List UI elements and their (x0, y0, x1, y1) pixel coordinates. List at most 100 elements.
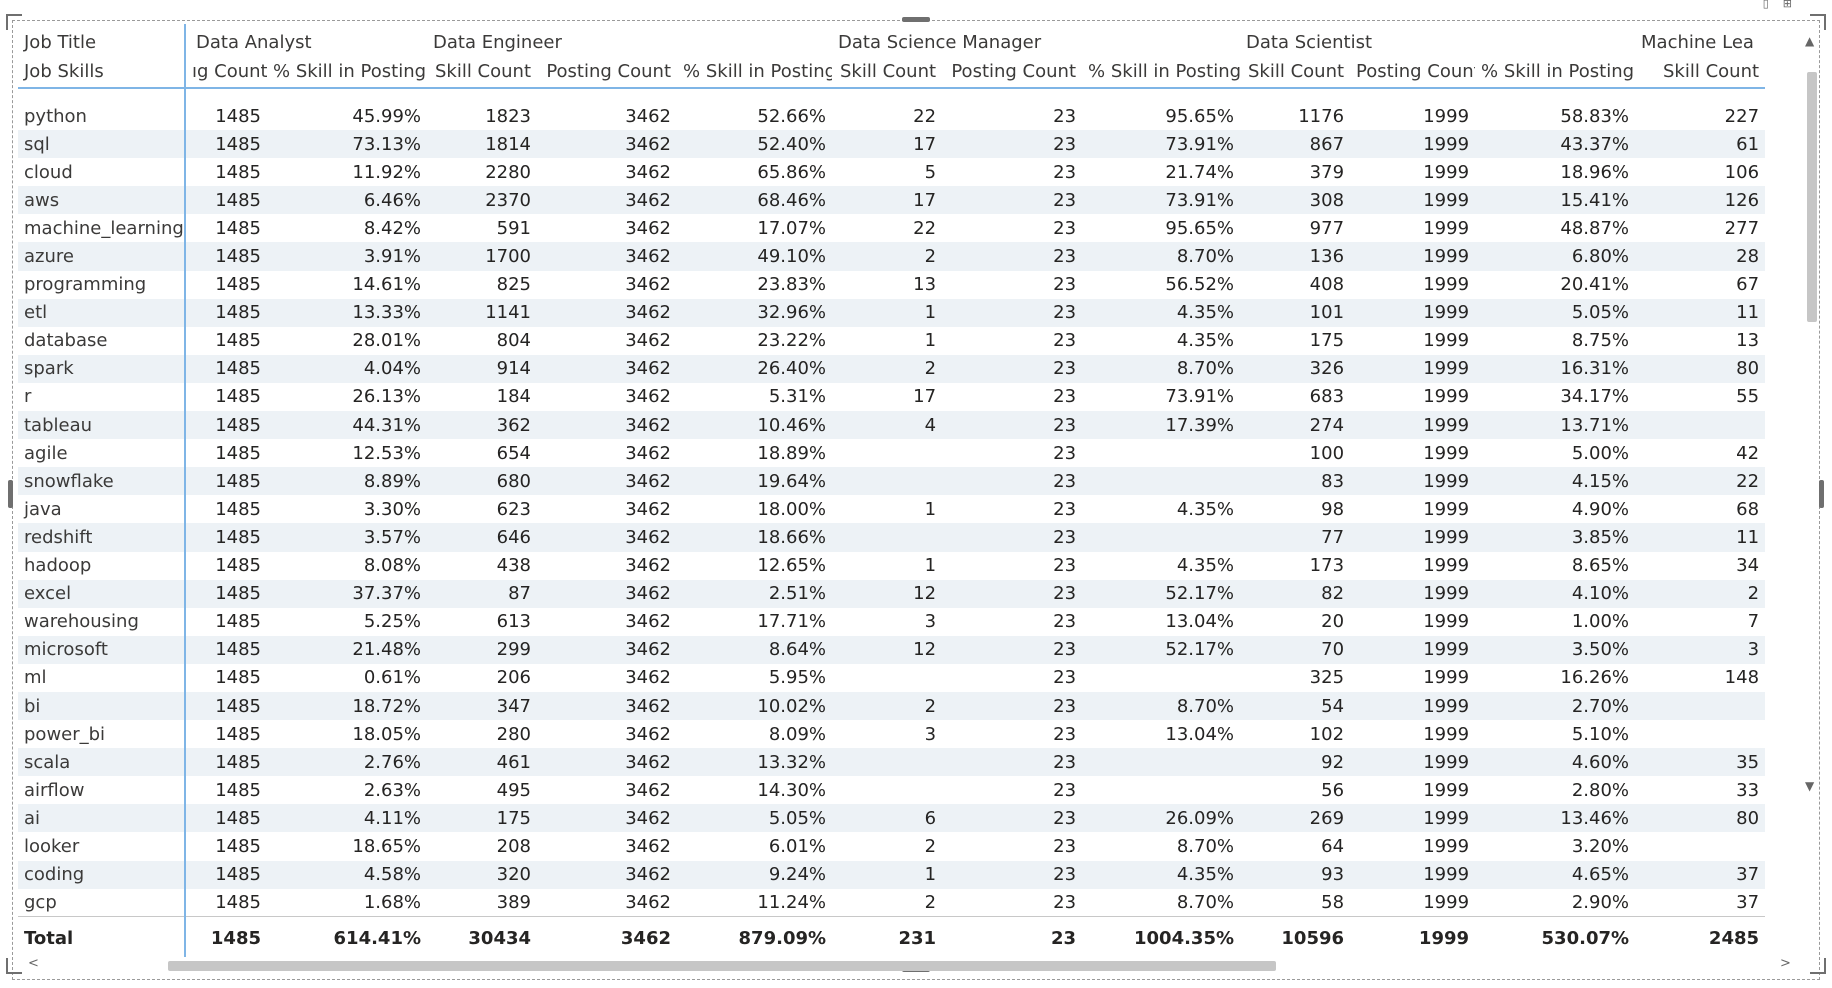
table-cell: 1 (832, 298, 943, 327)
column-header[interactable]: Skill Count (1240, 56, 1351, 89)
table-row[interactable]: azure 1485 3.91% 1700 3462 49.10% 2 23 8.70% 136 1… (18, 242, 1766, 271)
table-row[interactable]: programming 1485 14.61% 825 3462 23.83% 13 23 56… (18, 270, 1765, 299)
table-cell: 48.87% (1560, 217, 1630, 239)
table-row[interactable]: redshift 1485 3.57% 646 3462 18.66% 23 77 1999 3.… (18, 523, 1766, 552)
table-row[interactable]: excel 1485 37.37% 87 3462 2.51% 12 23 52.17% 82 19… (18, 579, 1766, 608)
column-group-header[interactable]: Data Analyst (196, 32, 312, 53)
table-cell: 136 (1240, 242, 1351, 271)
table-cell: 3462 (625, 667, 672, 689)
resize-handle-top[interactable] (902, 17, 930, 22)
horizontal-scrollbar[interactable]: < > (28, 956, 1800, 972)
horizontal-scroll-thumb[interactable] (168, 961, 1276, 971)
table-row[interactable]: aws 1485 6.46% 2370 3462 68.46% 17 23 73.91% 308 1… (18, 186, 1766, 215)
resize-corner-bottom-right[interactable] (1810, 958, 1826, 974)
table-row[interactable]: coding 1485 4.58% 320 3462 9.24% 1 23 4.35% 93 199… (18, 860, 1766, 889)
column-header[interactable]: Posting Count (1350, 56, 1476, 89)
table-cell: 87 (427, 579, 538, 608)
table-row[interactable]: scala 1485 2.76% 461 3462 13.32% 23 92 1999 4.60%… (18, 748, 1766, 777)
vertical-scrollbar[interactable]: ▲ ▼ (1804, 34, 1818, 954)
table-cell: 1485 (215, 835, 261, 857)
column-group-header[interactable]: Data Science Manager (838, 32, 1042, 53)
table-cell: 23 (1053, 498, 1077, 520)
column-header[interactable]: Skill Count (1635, 56, 1766, 89)
column-group-header[interactable]: Data Scientist (1246, 32, 1373, 53)
table-row[interactable]: airflow 1485 2.63% 495 3462 14.30% 23 56 1999 2.8… (18, 776, 1765, 805)
table-cell: 1.68% (363, 891, 422, 913)
table-row[interactable]: tableau 1485 44.31% 362 3462 10.46% 4 23 17.39% 2… (18, 411, 1766, 440)
column-group-header[interactable]: Machine Lea (1641, 32, 1754, 53)
column-header[interactable]: % Skill in Posting (267, 56, 428, 89)
table-row[interactable]: snowflake 1485 8.89% 680 3462 19.64% 23 83 1999 4… (18, 467, 1766, 496)
table-row[interactable]: sql 1485 73.13% 1814 3462 52.40% 17 23 73.91% 867… (18, 130, 1766, 159)
table-row[interactable]: ml 1485 0.61% 206 3462 5.95% 23 325 1999 16.26% 14… (18, 663, 1765, 692)
column-header[interactable]: % Skill in Posting (1475, 56, 1636, 89)
scroll-up-icon[interactable]: ▲ (1805, 34, 1815, 48)
table-row[interactable]: looker 1485 18.65% 208 3462 6.01% 2 23 8.70% 64 19… (18, 832, 1765, 861)
table-cell: 3462 (625, 891, 672, 913)
table-cell: 184 (496, 386, 532, 408)
table-cell: 1999 (1423, 274, 1470, 296)
column-header[interactable]: Skill Count (832, 56, 943, 89)
table-cell: 3 (924, 611, 937, 633)
column-header[interactable]: Skill Count (427, 56, 538, 89)
column-header[interactable]: Posting Count (942, 56, 1083, 89)
table-row[interactable]: warehousing 1485 5.25% 613 3462 17.71% 3 23 13.0… (18, 607, 1765, 636)
table-row[interactable]: hadoop 1485 8.08% 438 3462 12.65% 1 23 4.35% 173 1… (18, 551, 1765, 580)
table-cell: 16.26% (1560, 667, 1630, 689)
table-cell: 80 (1635, 804, 1766, 833)
column-header[interactable]: Posting Count (537, 56, 678, 89)
table-cell: 8.89% (267, 467, 428, 496)
column-header[interactable]: % Skill in Posting (677, 56, 833, 89)
resize-corner-top-right[interactable] (1810, 14, 1826, 30)
row-header-skill: looker (18, 832, 186, 861)
table-cell: 3 (924, 723, 937, 745)
table-row[interactable]: gcp 1485 1.68% 389 3462 11.24% 2 23 8.70% 58 1999 2… (18, 888, 1765, 917)
column-group-header[interactable]: Data Engineer (433, 32, 562, 53)
table-cell: 23 (942, 579, 1083, 608)
table-cell: 73.13% (267, 130, 428, 159)
table-row[interactable]: cloud 1485 11.92% 2280 3462 65.86% 5 23 21.74% 37… (18, 158, 1765, 187)
resize-handle-right[interactable] (1819, 480, 1824, 508)
table-row[interactable]: database 1485 28.01% 804 3462 23.22% 1 23 4.35% 1… (18, 326, 1765, 355)
table-row[interactable]: java 1485 3.30% 623 3462 18.00% 1 23 4.35% 98 1999… (18, 495, 1765, 524)
table-row[interactable]: power_bi 1485 18.05% 280 3462 8.09% 3 23 13.04% 1… (18, 720, 1765, 749)
table-cell (1635, 720, 1765, 748)
table-row[interactable]: agile 1485 12.53% 654 3462 18.89% 23 100 1999 5.0… (18, 439, 1765, 468)
table-row[interactable]: r 1485 26.13% 184 3462 5.31% 17 23 73.91% 683 1999… (18, 382, 1765, 412)
table-cell: 23 (1053, 611, 1077, 633)
table-cell: 326 (1240, 354, 1351, 383)
column-header[interactable]: % Skill in Posting (1082, 56, 1241, 89)
table-row[interactable]: etl 1485 13.33% 1141 3462 32.96% 1 23 4.35% 101 19… (18, 298, 1766, 327)
row-header-title[interactable]: Job Title (18, 24, 186, 56)
table-cell: 5.05% (1475, 298, 1636, 327)
table-cell: 23 (942, 635, 1083, 664)
focus-mode-icon[interactable]: ⊞ (1782, 0, 1792, 10)
table-cell: 3462 (537, 691, 678, 721)
table-cell: 2 (832, 691, 943, 721)
scroll-right-icon[interactable]: > (1780, 956, 1791, 971)
table-row[interactable]: python 1485 45.99% 1823 3462 52.66% 22 23 95.65%… (18, 102, 1765, 131)
table-cell: 1 (832, 860, 943, 889)
table-row[interactable]: bi 1485 18.72% 347 3462 10.02% 2 23 8.70% 54 1999 2… (18, 691, 1766, 721)
vertical-scroll-thumb[interactable] (1807, 72, 1817, 322)
table-cell: 20.41% (1560, 274, 1630, 296)
table-row[interactable]: machine_learning 1485 8.42% 591 3462 17.07% 22… (18, 214, 1765, 243)
table-cell: 613 (496, 611, 532, 633)
table-cell: 10.46% (677, 411, 833, 440)
filter-icon[interactable]: ▯ (1762, 0, 1769, 10)
row-header-sub[interactable]: Job Skills (18, 56, 186, 89)
column-header[interactable]: ıg Count (185, 56, 267, 89)
resize-corner-bottom-left[interactable] (6, 958, 22, 974)
scroll-left-icon[interactable]: < (28, 956, 39, 971)
table-cell (1082, 523, 1241, 552)
table-row[interactable]: spark 1485 4.04% 914 3462 26.40% 2 23 8.70% 326 19… (18, 354, 1766, 383)
table-row[interactable]: ai 1485 4.11% 175 3462 5.05% 6 23 26.09% 269 1999 1… (18, 804, 1766, 833)
resize-corner-top-left[interactable] (6, 14, 22, 30)
resize-handle-left[interactable] (8, 480, 13, 508)
scroll-down-icon[interactable]: ▼ (1805, 779, 1815, 793)
table-row[interactable]: microsoft 1485 21.48% 299 3462 8.64% 12 23 52.17… (18, 635, 1766, 664)
table-cell: 1485 (185, 691, 267, 721)
table-cell: 2.90% (1571, 891, 1630, 913)
table-cell: 1485 (185, 186, 267, 215)
table-cell: 1999 (1423, 891, 1470, 913)
